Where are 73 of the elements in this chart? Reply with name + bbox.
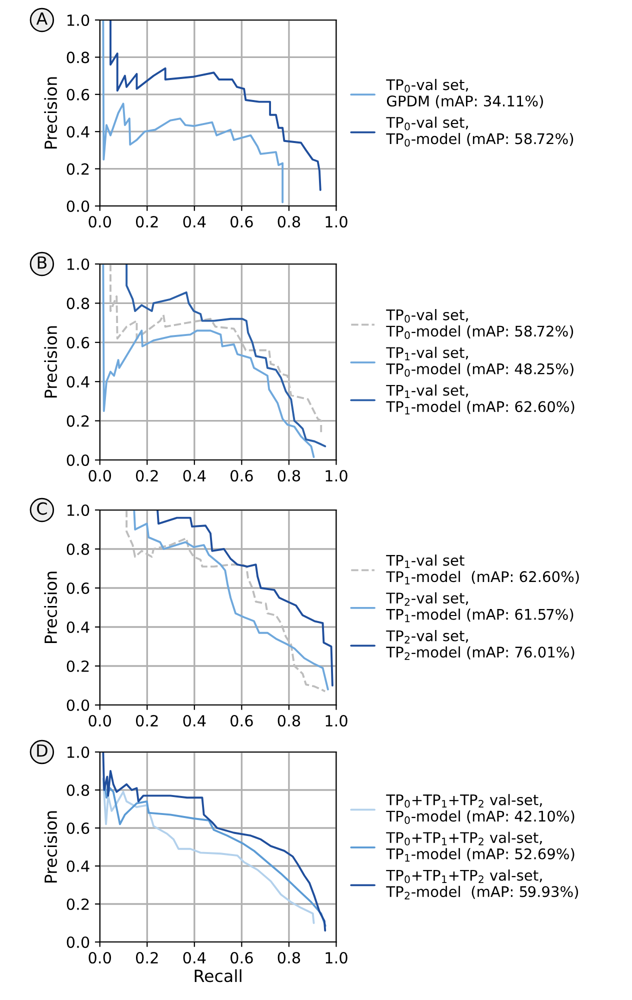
x-tick-label: 0.0 [88,216,111,228]
x-tick-label: 0.8 [278,952,300,964]
x-tick-label: 0.0 [88,952,111,964]
y-tick-label: 0.8 [66,298,90,310]
x-tick-label: 0.8 [278,216,300,228]
x-tick-label: 0.6 [230,952,253,964]
x-tick-label: 0.2 [136,216,158,228]
y-axis-title: Precision [44,326,58,398]
text: TP$_{0}$+TP$_{1}$+TP$_{2}$ val-set, TP$_{2}$-model (mAP: 59.93%) [386,870,578,900]
y-tick-label: 0.6 [66,822,90,834]
text: C [37,502,47,515]
x-tick-label: 0.8 [278,714,300,727]
text: TP$_{0}$+TP$_{1}$+TP$_{2}$ val-set, TP$_{0}$-model (mAP: 42.10%) [386,794,574,824]
legend-label: TP$_{0}$-val set, TP$_{0}$-model (mAP: 58.72%) [386,309,574,339]
y-tick-label: 0.0 [66,699,90,712]
y-tick-label: 1.0 [68,258,90,270]
y-axis-title: Precision [44,572,58,644]
y-tick-label: 0.8 [66,784,90,796]
y-tick-label: 1.0 [68,14,90,26]
x-tick-label: 0.6 [230,470,253,482]
legend-label: TP$_{0}$-val set, TP$_{0}$-model (mAP: 58.72%) [386,116,574,147]
legend-label: TP$_{1}$-val set, TP$_{1}$-model (mAP: 62.60%) [386,384,574,414]
x-tick-label: 0.4 [183,952,206,964]
x-tick-label: 1.0 [326,216,348,228]
line-series [102,752,326,932]
x-tick-label: 0.0 [88,470,111,482]
y-tick-label: 0.2 [66,163,89,175]
y-tick-label: 0.8 [66,543,90,556]
x-axis-title: Recall [194,969,242,982]
y-tick-label: 0.0 [66,936,90,948]
text: B [38,256,46,269]
y-tick-label: 1.0 [68,504,90,516]
x-tick-label: 0.0 [88,714,111,727]
x-tick-label: 0.2 [136,952,158,964]
y-tick-label: 0.2 [66,660,89,672]
legend-label: TP$_{1}$-val set, TP$_{0}$-model (mAP: 48.25%) [386,346,574,377]
y-tick-label: 0.2 [66,415,89,427]
x-tick-label: 1.0 [326,952,348,964]
x-tick-label: 0.2 [136,714,158,727]
y-tick-label: 1.0 [68,746,90,758]
x-tick-label: 1.0 [326,470,348,482]
text: D [37,744,48,757]
x-tick-label: 0.6 [230,216,253,228]
y-tick-label: 0.0 [66,454,90,466]
legend-label: TP$_{2}$-val set, TP$_{2}$-model (mAP: 76.01%) [386,630,574,660]
x-tick-label: 0.4 [183,714,206,727]
y-tick-label: 0.4 [66,860,90,872]
line-series [110,20,322,191]
y-tick-label: 0.4 [66,126,90,138]
y-tick-label: 0.6 [66,582,90,594]
y-tick-label: 0.6 [66,336,90,348]
x-tick-label: 0.8 [278,470,300,482]
y-tick-label: 0.4 [66,376,90,388]
line-series [102,264,315,458]
x-tick-label: 0.2 [136,470,158,482]
y-tick-label: 0.6 [66,88,90,100]
x-tick-label: 1.0 [326,714,348,727]
legend-label: TP$_{1}$-val set TP$_{1}$-model (mAP: 62.60%) [386,554,579,584]
y-axis-title: Precision [44,811,58,883]
legend-label: TP$_{2}$-val set, TP$_{1}$-model (mAP: 61.57%) [386,592,574,622]
x-tick-label: 0.6 [230,714,253,727]
x-tick-label: 0.4 [183,216,206,228]
y-tick-label: 0.0 [66,200,90,212]
y-tick-label: 0.2 [66,898,89,910]
x-tick-label: 0.4 [183,470,206,482]
y-axis-title: Precision [44,77,58,149]
line-series [156,510,334,686]
y-tick-label: 0.8 [66,52,90,64]
line-series [102,20,284,204]
text: A [36,12,48,25]
text: TP$_{0}$+TP$_{1}$+TP$_{2}$ val-set, TP$_{1}$-model (mAP: 52.69%) [386,832,574,862]
y-tick-label: 0.4 [66,621,90,634]
legend-label: TP$_{0}$-val set, GPDM (mAP: 34.11%) [386,78,543,108]
